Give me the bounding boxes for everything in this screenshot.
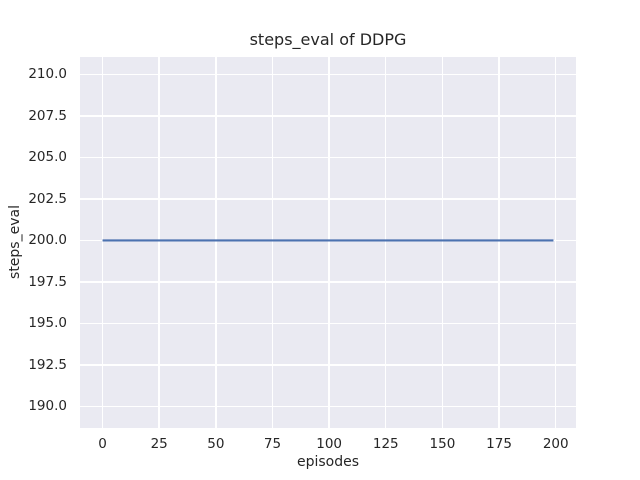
gridline-horizontal: [80, 156, 576, 159]
gridline-vertical: [101, 57, 104, 428]
gridline-horizontal: [80, 405, 576, 408]
x-tick-label: 25: [150, 436, 168, 452]
gridline-horizontal: [80, 73, 576, 76]
gridline-horizontal: [80, 322, 576, 325]
x-axis-label: episodes: [296, 454, 360, 470]
y-tick-label: 192.5: [28, 356, 67, 373]
gridline-vertical: [328, 57, 330, 428]
y-tick-label: 197.5: [28, 273, 67, 290]
y-tick-label: 190.0: [28, 398, 67, 415]
chart-title: steps_eval of DDPG: [249, 30, 407, 49]
gridline-horizontal: [80, 115, 576, 117]
x-tick-label: 0: [98, 436, 107, 452]
y-tick-label: 195.0: [28, 315, 67, 332]
series-layer: [102, 239, 554, 242]
y-tick-label: 200.0: [28, 232, 67, 249]
gridline-vertical: [385, 57, 387, 428]
gridline-vertical: [158, 57, 160, 428]
x-tick-label: 100: [316, 436, 343, 452]
y-tick-label: 202.5: [28, 190, 67, 207]
x-tick-label: 75: [263, 436, 282, 452]
gridline-vertical: [555, 57, 557, 428]
y-tick-label: 205.0: [28, 149, 67, 166]
gridline-vertical: [441, 57, 444, 428]
gridline-vertical: [215, 57, 217, 428]
gridline-vertical: [271, 57, 274, 428]
gridline-horizontal: [80, 364, 576, 366]
gridline-horizontal: [80, 198, 576, 200]
y-tick-label: 207.5: [28, 107, 67, 124]
x-tick-label: 150: [429, 436, 456, 452]
gridline-vertical: [498, 57, 500, 428]
y-tick-label: 210.0: [28, 66, 67, 83]
x-tick-label: 125: [372, 436, 399, 452]
x-tick-label: 200: [542, 436, 569, 452]
x-tick-label: 50: [207, 436, 225, 452]
x-tick-label: 175: [486, 436, 512, 452]
plot-area: [80, 57, 576, 428]
gridline-horizontal: [80, 281, 576, 283]
